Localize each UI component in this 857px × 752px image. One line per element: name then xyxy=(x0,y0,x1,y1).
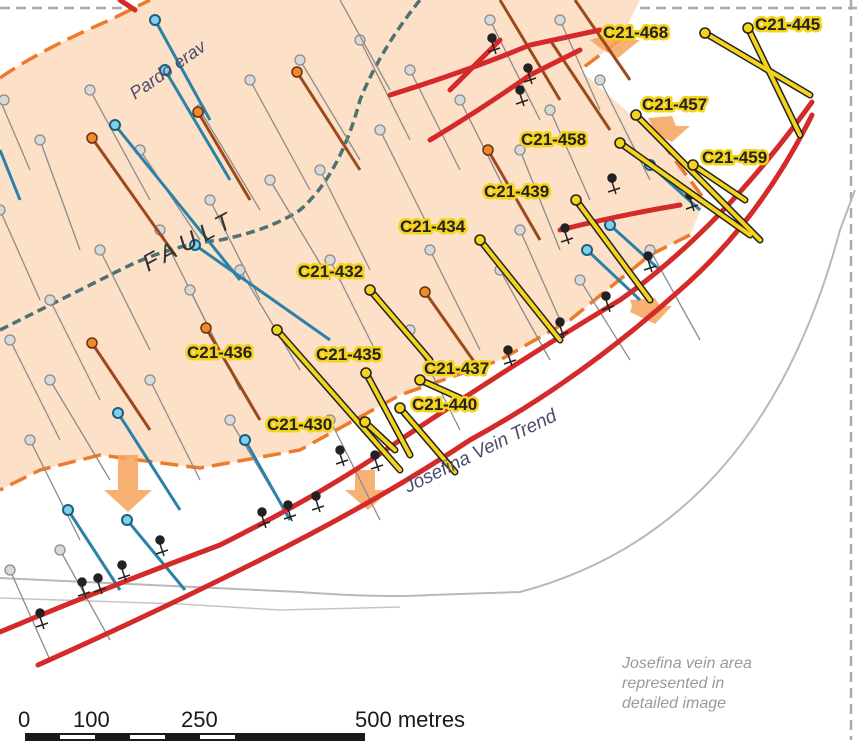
label-c21-458: C21-458 xyxy=(521,130,586,149)
scale-tick-250: 250 xyxy=(181,707,218,732)
fault-line xyxy=(0,0,422,332)
scale-bar: 0 100 250 500 metres xyxy=(18,707,465,741)
license-boundary xyxy=(0,189,856,597)
label-c21-439: C21-439 xyxy=(484,182,549,201)
grey-drill-holes xyxy=(0,0,701,661)
note-line-2: represented in xyxy=(622,675,725,692)
note-line-3: detailed image xyxy=(622,695,727,712)
highlighted-drill-holes xyxy=(271,22,814,476)
sample-symbols xyxy=(35,33,699,630)
zone-outline xyxy=(0,0,707,492)
label-c21-436: C21-436 xyxy=(187,343,252,362)
label-c21-445: C21-445 xyxy=(755,15,820,34)
drill-hole-labels: C21-445 C21-468 C21-457 C21-458 C21-459 … xyxy=(185,13,823,437)
vein-traces xyxy=(0,0,815,668)
blue-drill-holes xyxy=(0,14,702,591)
label-c21-430: C21-430 xyxy=(267,415,332,434)
label-c21-440: C21-440 xyxy=(412,395,477,414)
inner-boundary xyxy=(0,597,401,611)
label-c21-459: C21-459 xyxy=(702,148,767,167)
brown-drill-holes xyxy=(86,0,632,431)
note-line-1: Josefina vein area xyxy=(622,655,752,672)
prospective-zone xyxy=(0,0,705,490)
scale-tick-100: 100 xyxy=(73,707,110,732)
vein-trend-label: Josefina Vein Trend xyxy=(400,405,561,498)
label-c21-468: C21-468 xyxy=(603,23,668,42)
label-c21-435: C21-435 xyxy=(316,345,381,364)
map-note: Josefina vein area represented in detail… xyxy=(622,654,822,714)
label-c21-432: C21-432 xyxy=(298,262,363,281)
label-c21-437: C21-437 xyxy=(424,359,489,378)
label-c21-434: C21-434 xyxy=(400,217,466,236)
scale-tick-500: 500 metres xyxy=(355,707,465,732)
label-c21-457: C21-457 xyxy=(642,95,707,114)
scale-tick-0: 0 xyxy=(18,707,30,732)
